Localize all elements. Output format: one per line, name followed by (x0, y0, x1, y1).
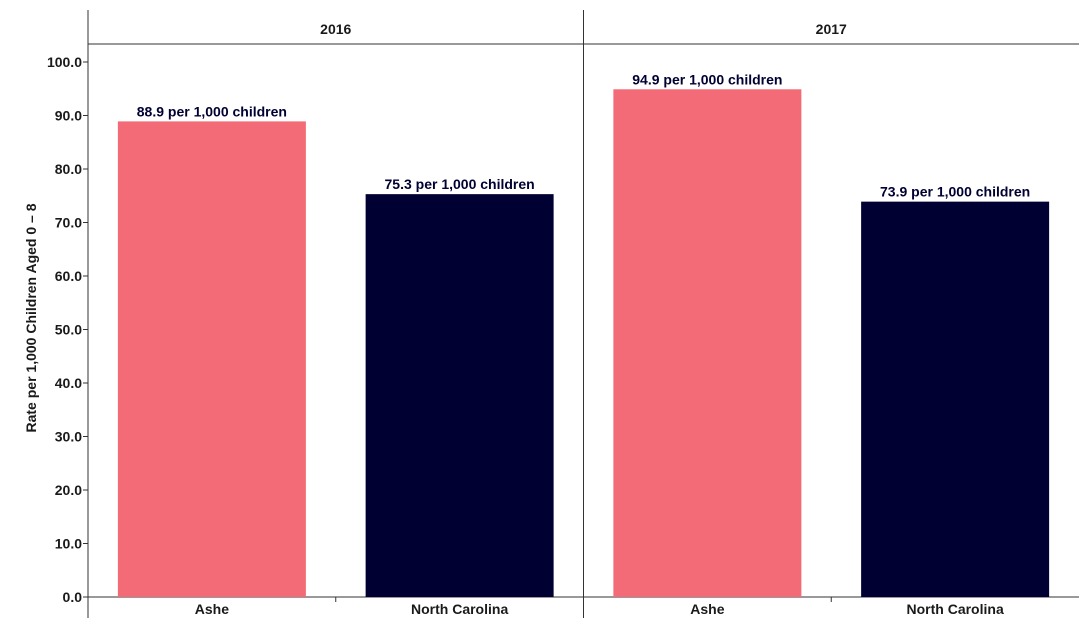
y-tick-label: 100.0 (47, 54, 82, 70)
y-tick-label: 50.0 (55, 322, 82, 338)
y-tick-label: 10.0 (55, 536, 82, 552)
y-axis-title: Rate per 1,000 Children Aged 0 – 8 (23, 203, 39, 432)
x-category-label: North Carolina (907, 601, 1004, 617)
x-category-label: Ashe (195, 601, 229, 617)
y-tick-label: 40.0 (55, 375, 82, 391)
bar-2017-ashe (613, 89, 802, 597)
data-label: 73.9 per 1,000 children (880, 184, 1030, 200)
y-tick-label: 20.0 (55, 482, 82, 498)
data-label: 94.9 per 1,000 children (632, 71, 782, 87)
bar-2017-north-carolina (861, 201, 1050, 597)
y-tick-label: 60.0 (55, 268, 82, 284)
panel-title-2017: 2017 (816, 21, 847, 37)
x-category-label: North Carolina (411, 601, 508, 617)
data-label: 75.3 per 1,000 children (385, 176, 535, 192)
panel-title-2016: 2016 (320, 21, 351, 37)
x-category-label: Ashe (690, 601, 724, 617)
y-tick-label: 70.0 (55, 215, 82, 231)
y-tick-label: 30.0 (55, 429, 82, 445)
y-tick-label: 0.0 (63, 589, 83, 605)
y-tick-label: 90.0 (55, 108, 82, 124)
bar-2016-ashe (117, 121, 306, 597)
y-tick-label: 80.0 (55, 161, 82, 177)
bar-2016-north-carolina (365, 194, 554, 597)
data-label: 88.9 per 1,000 children (137, 103, 287, 119)
